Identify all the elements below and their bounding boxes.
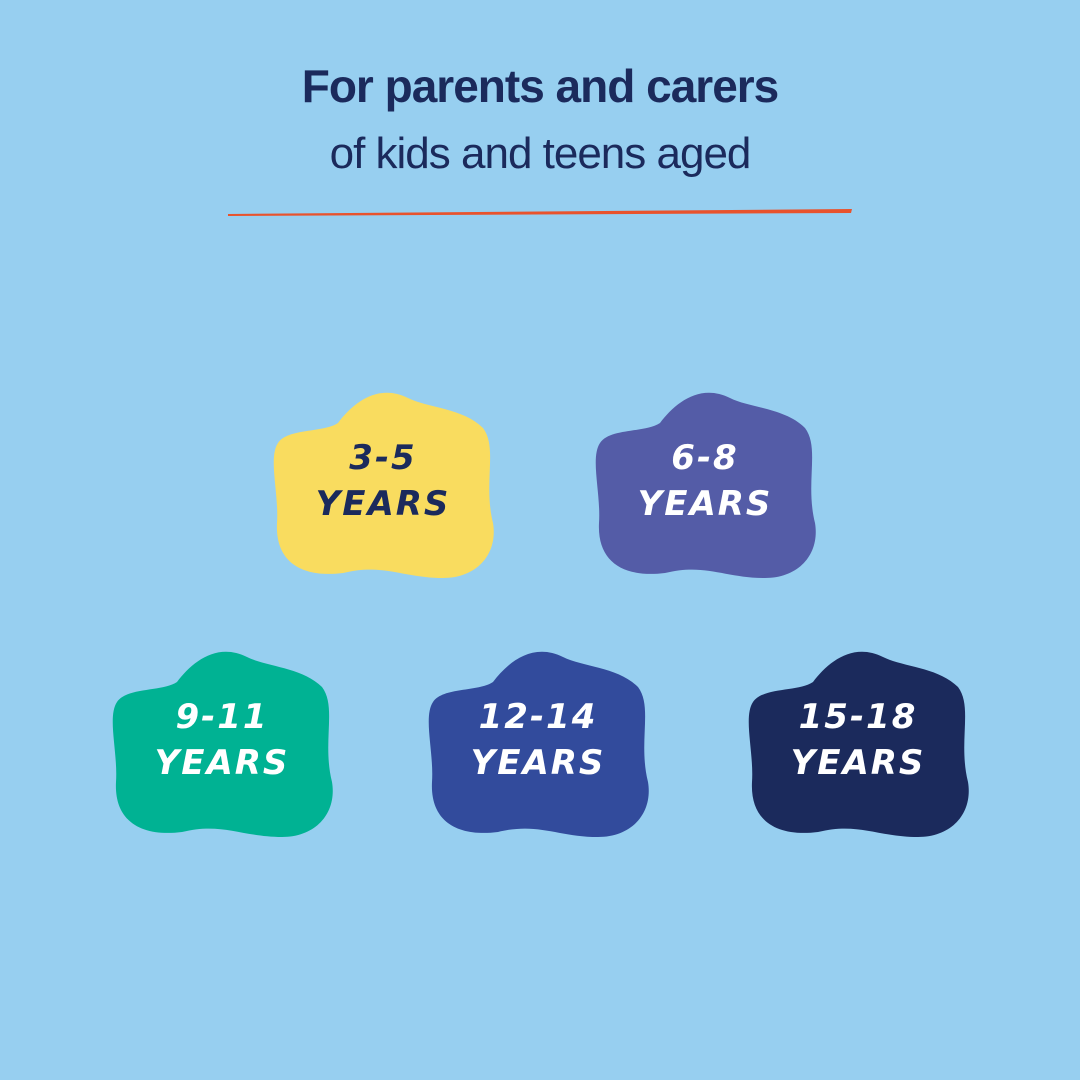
badge-label: YEARS	[791, 743, 926, 783]
age-badge: 15-18 YEARS	[748, 651, 969, 837]
badge-age: 9-11	[175, 697, 268, 737]
age-badge: 12-14 YEARS	[428, 651, 649, 837]
age-badge: 3-5 YEARS	[273, 392, 494, 578]
title: For parents and carers	[302, 60, 779, 112]
badge-label: YEARS	[638, 484, 773, 524]
underline	[228, 209, 852, 216]
badge-shape	[273, 392, 494, 578]
badge-shape	[428, 651, 649, 837]
badge-age: 6-8	[671, 438, 738, 478]
subtitle: of kids and teens aged	[330, 129, 751, 178]
badge-label: YEARS	[316, 484, 451, 524]
badge-shape	[748, 651, 969, 837]
badge-group: 3-5YEARS6-8YEARS9-11YEARS12-14YEARS15-18…	[112, 392, 969, 837]
age-badge: 6-8 YEARS	[595, 392, 816, 578]
badge-age: 15-18	[799, 697, 918, 737]
age-badge: 9-11 YEARS	[112, 651, 333, 837]
badge-shape	[595, 392, 816, 578]
badge-age: 3-5	[349, 438, 416, 478]
badge-label: YEARS	[155, 743, 290, 783]
badge-label: YEARS	[471, 743, 606, 783]
badge-age: 12-14	[479, 697, 598, 737]
badge-shape	[112, 651, 333, 837]
